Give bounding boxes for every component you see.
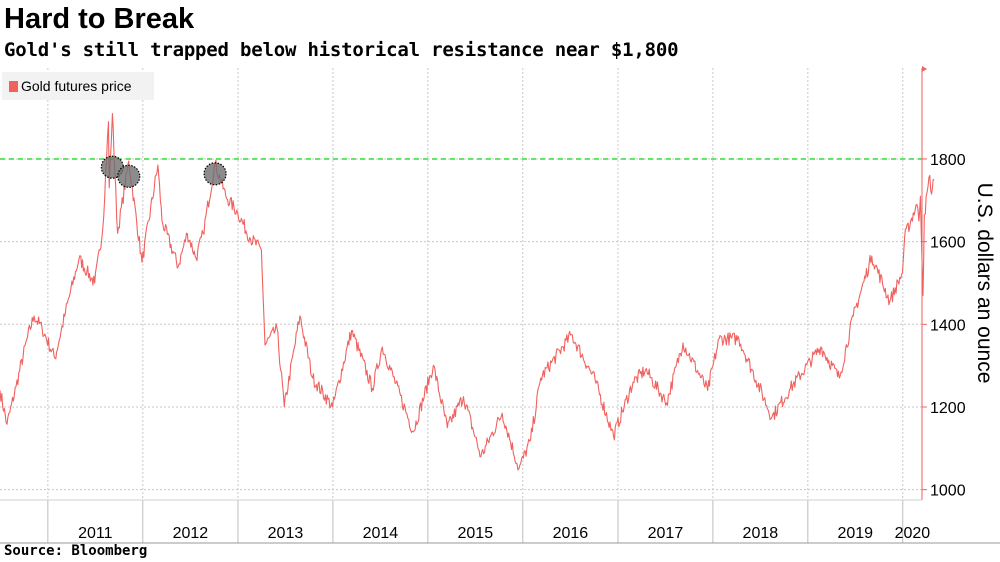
marker-layer — [100, 155, 227, 188]
y-tick-label: 1600 — [930, 235, 966, 252]
x-tick-label: 2019 — [837, 525, 873, 542]
x-tick-label: 2014 — [363, 525, 399, 542]
legend: Gold futures price — [2, 72, 154, 100]
y-axis-arrow — [922, 66, 927, 72]
y-tick-label: 1400 — [930, 317, 966, 334]
x-tick-label: 2015 — [458, 525, 494, 542]
y-axis-title: U.S. dollars an ounce — [973, 183, 996, 384]
x-tick-label: 2020 — [895, 525, 931, 542]
x-tick-label: 2012 — [173, 525, 209, 542]
legend-swatch — [9, 81, 18, 92]
resistance-touch-marker — [203, 162, 227, 186]
chart-title: Hard to Break — [4, 3, 195, 35]
series-layer — [0, 112, 935, 471]
legend-background — [2, 72, 154, 100]
y-tick-label: 1200 — [930, 400, 966, 417]
x-tick-label: 2016 — [553, 525, 589, 542]
x-tick-label: 2018 — [743, 525, 779, 542]
chart-subtitle: Gold's still trapped below historical re… — [4, 39, 679, 61]
source-note: Source: Bloomberg — [4, 543, 148, 559]
x-tick-label: 2017 — [648, 525, 684, 542]
axis-layer: 1000 1200 1400 1600 1800 2011 2012 2013 2014 2015… — [0, 66, 1000, 544]
x-tick-label: 2013 — [268, 525, 304, 542]
y-tick-label: 1000 — [930, 483, 966, 500]
legend-label: Gold futures price — [21, 78, 132, 94]
series-line — [0, 112, 935, 471]
y-tick-label: 1800 — [930, 152, 966, 169]
grid-layer — [0, 68, 922, 500]
x-tick-label: 2011 — [78, 525, 113, 542]
resistance-touch-marker — [117, 164, 141, 188]
